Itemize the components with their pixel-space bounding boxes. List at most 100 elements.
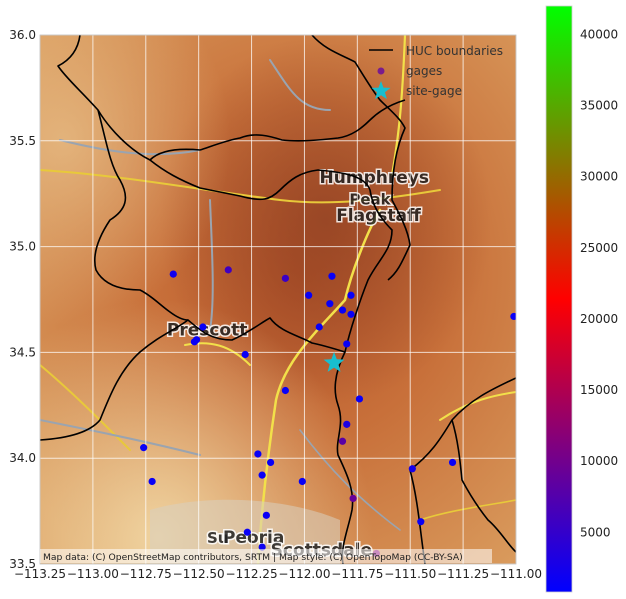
gage-point (266, 458, 275, 467)
gage-point (148, 477, 156, 486)
gage-point (298, 477, 306, 486)
x-tick-label: −112.25 (226, 567, 278, 581)
y-tick-label: 34.0 (9, 451, 36, 465)
y-tick-label: 35.5 (9, 134, 36, 148)
legend-item-huc: HUC boundaries (369, 44, 503, 58)
huc-boundary-inner-west (94, 109, 189, 321)
secondary-road-2 (269, 59, 331, 111)
road-east (439, 391, 516, 421)
gage-point (315, 323, 323, 331)
axes-frame (39, 34, 517, 565)
huc-boundary-northeast (311, 35, 411, 281)
x-tick-label: −113.25 (14, 567, 66, 581)
gridlines (40, 35, 516, 564)
gage-point (254, 450, 262, 458)
secondary-road-5 (299, 429, 401, 531)
colorbar-tick-label: 15000 (580, 383, 618, 397)
gage-point (343, 340, 351, 348)
legend-item-site-gage: site-gage (371, 81, 462, 100)
legend-label-site-gage: site-gage (406, 84, 462, 98)
colorbar-tick-label: 40000 (580, 27, 618, 41)
place-label: Flagstaff (336, 206, 421, 226)
huc-boundary-far-east (451, 419, 516, 553)
secondary-road-1 (59, 139, 201, 156)
gage-point (190, 338, 199, 346)
basemap: HumphreysPeakFlagstaffPrescottSuPeoriaSc… (40, 35, 516, 564)
huc-boundary-upper-west (149, 99, 406, 161)
place-label: Su (207, 529, 228, 547)
gage-point (169, 270, 177, 278)
gage-point (343, 420, 351, 428)
legend-item-gages: gages (377, 64, 442, 78)
gage-point (408, 465, 416, 473)
attribution-background (40, 549, 492, 563)
basemap-attribution: Map data: (C) OpenStreetMap contributors… (43, 552, 463, 563)
gage-point (326, 300, 334, 308)
x-tick-labels: −113.25 −113.00 −112.75 −112.50 −112.25 −112.… (14, 567, 542, 581)
site-gage-layer (323, 351, 345, 372)
gage-point (140, 444, 148, 452)
gage-point (281, 386, 290, 395)
gage-point (338, 306, 347, 314)
colorbar: 5000 10000 15000 20000 25000 30000 35000 40000 (545, 5, 618, 593)
colorbar-tick-label: 35000 (580, 99, 618, 113)
colorbar-tick-label: 20000 (580, 312, 618, 326)
road-west (40, 364, 131, 451)
place-label: Peak (349, 190, 391, 208)
gage-point (448, 458, 457, 467)
legend-label-gages: gages (406, 64, 442, 78)
gage-point (258, 471, 266, 479)
gage-point (347, 291, 355, 299)
y-tick-label: 35.0 (9, 240, 36, 254)
terrain-plateau-northwest (40, 35, 516, 564)
legend: HUC boundaries gages site-gage (369, 44, 503, 100)
gage-point (349, 494, 357, 503)
y-tick-label: 33.5 (9, 557, 36, 571)
secondary-road-4 (40, 419, 201, 456)
secondary-road-3 (209, 199, 214, 331)
colorbar-tick-label: 5000 (580, 525, 611, 539)
legend-star-symbol (371, 81, 391, 100)
colorbar-tick-labels: 5000 10000 15000 20000 25000 30000 35000 40000 (580, 27, 618, 539)
map-axes: HumphreysPeakFlagstaffPrescottSuPeoriaSc… (9, 28, 542, 581)
x-tick-label: −111.75 (331, 567, 383, 581)
x-tick-label: −111.25 (437, 567, 489, 581)
colorbar-gradient (545, 5, 573, 593)
x-tick-label: −112.75 (120, 567, 172, 581)
gage-point (417, 518, 425, 526)
place-label: Humphreys (320, 168, 429, 188)
x-tick-label: −112.00 (278, 567, 330, 581)
gage-point (224, 266, 232, 274)
colorbar-tick-label: 30000 (580, 170, 618, 184)
colorbar-tick-label: 25000 (580, 241, 618, 255)
gage-point (258, 543, 266, 551)
road-southeast (419, 499, 516, 521)
gage-point (199, 323, 207, 331)
x-tick-label: −111.00 (490, 567, 542, 581)
gage-point (262, 511, 270, 519)
gage-point (281, 274, 290, 282)
place-label: Prescott (167, 320, 248, 340)
colorbar-tick-label: 10000 (580, 454, 618, 468)
huc-boundary-east (334, 351, 354, 564)
gage-point (338, 437, 347, 445)
x-tick-label: −111.50 (384, 567, 436, 581)
gage-point (243, 528, 251, 536)
site-gage-star (323, 351, 345, 372)
gage-point (305, 291, 313, 299)
huc-boundaries (40, 35, 516, 564)
y-tick-labels: 33.5 34.0 34.5 35.0 35.5 36.0 (9, 28, 36, 571)
gage-point (510, 312, 516, 321)
huc-boundary-north (40, 35, 393, 441)
legend-label-huc: HUC boundaries (406, 44, 503, 58)
x-tick-label: −112.50 (173, 567, 225, 581)
x-tick-label: −113.00 (67, 567, 119, 581)
gage-point (241, 350, 249, 359)
y-tick-label: 34.5 (9, 345, 36, 359)
gage-point (355, 395, 364, 403)
place-label: Peoria (223, 528, 284, 548)
legend-dot-symbol (377, 67, 385, 75)
gage-point (328, 272, 336, 280)
gage-point (347, 310, 355, 318)
